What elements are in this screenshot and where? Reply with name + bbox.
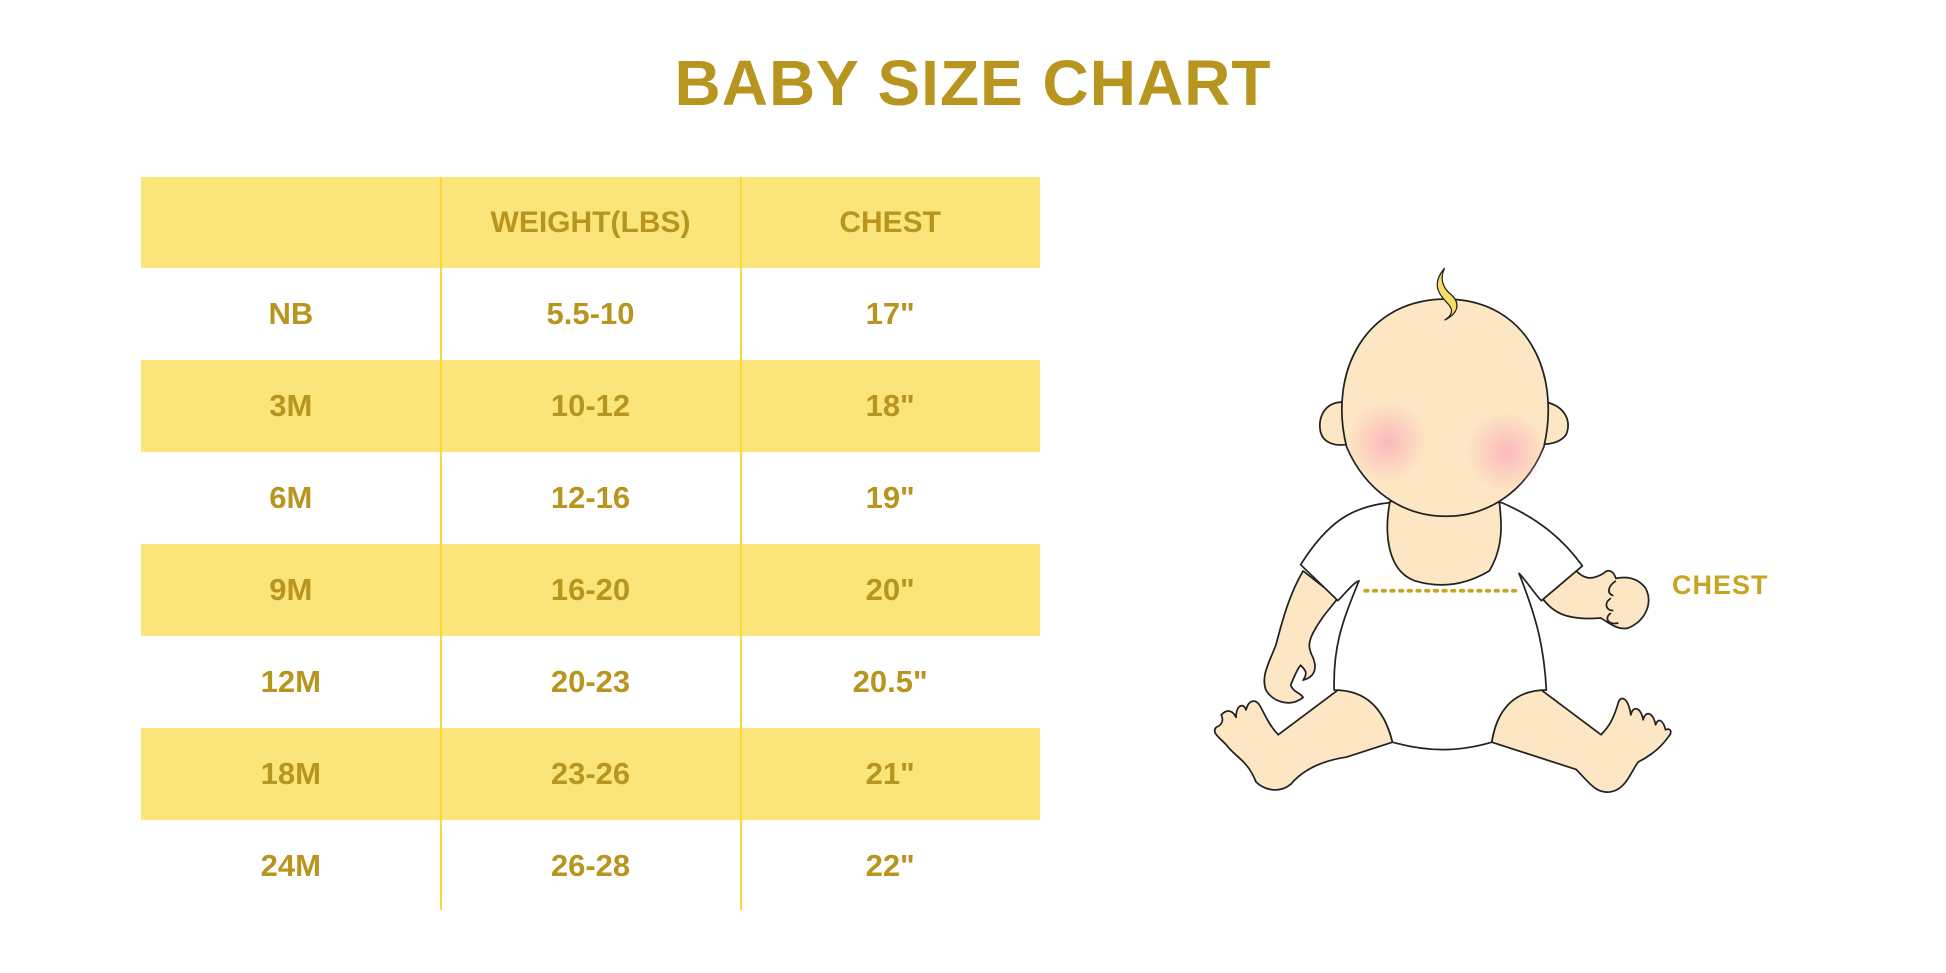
size-cell: NB <box>268 296 314 331</box>
left-arm <box>1263 570 1339 704</box>
left-ear <box>1319 401 1349 446</box>
size-cell: 3M <box>269 388 313 423</box>
page-title: BABY SIZE CHART <box>674 47 1272 119</box>
table-row: 18M 23-26 21" <box>141 728 1040 820</box>
size-cell: 12M <box>260 664 321 699</box>
chest-cell: 20" <box>865 572 915 607</box>
right-arm <box>1538 569 1650 630</box>
size-cell: 6M <box>269 480 313 515</box>
chest-cell: 19" <box>865 480 915 515</box>
table-row: 6M 12-16 19" <box>141 452 1040 544</box>
table-row: 9M 16-20 20" <box>141 544 1040 636</box>
onesie <box>1299 501 1584 751</box>
header-cell: CHEST <box>839 205 942 239</box>
weight-cell: 23-26 <box>550 756 631 791</box>
size-table: WEIGHT(LBS) CHEST NB 5.5-10 17" 3M 10-12… <box>141 177 1040 912</box>
weight-cell: 20-23 <box>550 664 631 699</box>
column-divider <box>740 177 742 910</box>
table-row: 12M 20-23 20.5" <box>141 636 1040 728</box>
weight-cell: 16-20 <box>550 572 631 607</box>
chest-cell: 21" <box>865 756 915 791</box>
left-leg <box>1213 689 1394 791</box>
size-cell: 9M <box>269 572 313 607</box>
table-header-row: WEIGHT(LBS) CHEST <box>141 177 1040 268</box>
header-cell: WEIGHT(LBS) <box>490 205 691 239</box>
hair-curl <box>1436 267 1458 321</box>
weight-cell: 12-16 <box>550 480 631 515</box>
weight-cell: 5.5-10 <box>546 296 635 331</box>
right-cheek <box>1466 412 1547 492</box>
right-leg <box>1490 689 1672 793</box>
chest-cell: 17" <box>865 296 915 331</box>
weight-cell: 26-28 <box>550 848 631 883</box>
weight-cell: 10-12 <box>550 388 631 423</box>
table-row: 3M 10-12 18" <box>141 360 1040 452</box>
size-cell: 18M <box>260 756 321 791</box>
left-cheek <box>1347 402 1428 482</box>
chest-label: CHEST <box>1672 570 1769 600</box>
chest-cell: 20.5" <box>852 664 928 699</box>
chest-cell: 18" <box>865 388 915 423</box>
size-cell: 24M <box>260 848 321 883</box>
neck <box>1386 500 1502 586</box>
chest-cell: 22" <box>865 848 915 883</box>
table-row: 24M 26-28 22" <box>141 820 1040 912</box>
table-row: NB 5.5-10 17" <box>141 268 1040 360</box>
column-divider <box>440 177 442 910</box>
